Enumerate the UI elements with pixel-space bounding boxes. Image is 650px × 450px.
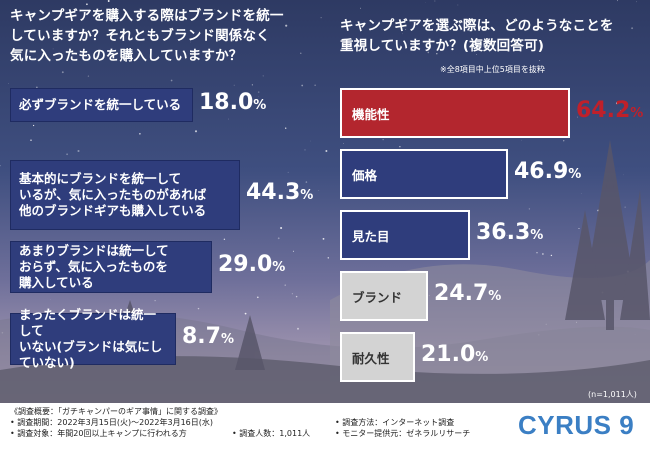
right-value-label: 24.7% <box>434 281 501 306</box>
right-bar: 耐久性 <box>340 332 415 382</box>
right-value-number: 64.2 <box>576 98 631 123</box>
left-bar-label: 基本的にブランドを統一して いるが、気に入ったものがあれば 他のブランドギアも購… <box>19 171 207 218</box>
left-value-number: 8.7 <box>182 324 221 349</box>
left-bar-label: あまりブランドは統一して おらず、気に入ったものを 購入している <box>19 243 169 290</box>
right-value-label: 36.3% <box>476 220 543 245</box>
left-bar: 基本的にブランドを統一して いるが、気に入ったものがあれば 他のブランドギアも購… <box>10 160 240 230</box>
left-bar-label: まったくブランドは統一して いない(ブランドは気にしていない) <box>19 307 163 370</box>
sample-size: (n=1,011人) <box>588 390 637 399</box>
right-bar: ブランド <box>340 271 428 321</box>
survey-provider: • モニター提供元：ゼネラルリサーチ <box>335 429 471 438</box>
left-value-label: 8.7% <box>182 324 234 349</box>
right-value-percent: % <box>488 289 502 304</box>
left-value-percent: % <box>220 332 235 347</box>
left-value-number: 18.0 <box>199 90 254 115</box>
left-bar: 必ずブランドを統一している <box>10 88 193 122</box>
survey-method: • 調査方法：インターネット調査 <box>335 418 455 427</box>
left-bar: あまりブランドは統一して おらず、気に入ったものを 購入している <box>10 241 212 293</box>
right-bar: 見た目 <box>340 210 470 260</box>
right-value-label: 64.2% <box>576 98 643 123</box>
right-bar-label: ブランド <box>352 289 403 305</box>
right-value-number: 24.7 <box>434 281 489 306</box>
right-bar: 価格 <box>340 149 508 199</box>
survey-summary: 《調査概要：「ガチキャンパーのギア事情」に関する調査》 <box>10 407 222 416</box>
right-value-percent: % <box>568 167 582 182</box>
left-value-number: 44.3 <box>246 180 301 205</box>
right-bar-label: 耐久性 <box>352 350 390 366</box>
left-chart-title: キャンプギアを購入する際はブランドを統一 していますか？それともブランド関係なく… <box>10 8 284 64</box>
brand-logo: CYRUS 9 <box>518 410 635 440</box>
left-value-label: 18.0% <box>199 90 266 115</box>
right-value-percent: % <box>530 228 544 243</box>
survey-count: • 調査人数：1,011人 <box>232 429 311 438</box>
right-bar-label: 見た目 <box>352 228 390 244</box>
survey-period: • 調査期間：2022年3月15日(火)～2022年3月16日(水) <box>10 418 214 427</box>
right-bar: 機能性 <box>340 88 570 138</box>
survey-target: • 調査対象：年間20回以上キャンプに行われる方 <box>10 429 187 438</box>
left-bar: まったくブランドは統一して いない(ブランドは気にしていない) <box>10 307 176 370</box>
right-chart-title: キャンプギアを選ぶ際は、どのようなことを 重視していますか？(複数回答可) <box>340 18 614 54</box>
right-value-label: 46.9% <box>514 159 581 184</box>
right-value-number: 46.9 <box>514 159 569 184</box>
right-value-percent: % <box>630 106 644 121</box>
left-value-label: 44.3% <box>246 180 313 205</box>
right-bar-label: 価格 <box>352 167 378 183</box>
right-value-number: 36.3 <box>476 220 531 245</box>
right-bar-label: 機能性 <box>352 106 390 122</box>
right-value-number: 21.0 <box>421 342 476 367</box>
footer: 《調査概要：「ガチキャンパーのギア事情」に関する調査》 • 調査期間：2022年… <box>0 403 650 450</box>
left-value-percent: % <box>272 260 286 275</box>
left-value-percent: % <box>300 188 314 203</box>
right-chart-note: ※全8項目中上位5項目を抜粋 <box>440 65 545 74</box>
left-value-label: 29.0% <box>218 252 285 277</box>
left-value-number: 29.0 <box>218 252 273 277</box>
left-bar-label: 必ずブランドを統一している <box>19 97 182 112</box>
left-value-percent: % <box>253 98 267 113</box>
right-value-percent: % <box>475 350 489 365</box>
right-value-label: 21.0% <box>421 342 488 367</box>
